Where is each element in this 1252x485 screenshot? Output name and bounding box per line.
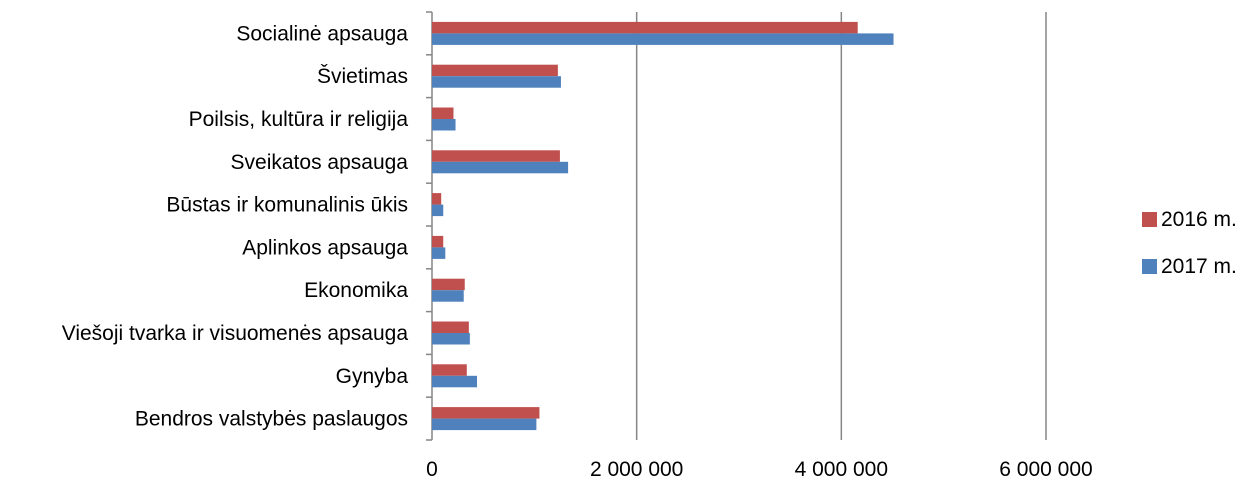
bar-2017-5 xyxy=(432,247,446,259)
legend-label-0: 2016 m. xyxy=(1161,208,1237,231)
bar-2016-1 xyxy=(432,64,558,77)
bar-2017-6 xyxy=(432,290,464,302)
x-tick-label-3: 6 000 000 xyxy=(999,458,1092,481)
bar-2016-3 xyxy=(432,150,560,162)
category-label-5: Aplinkos apsauga xyxy=(242,236,408,259)
bar-2017-3 xyxy=(432,161,569,174)
legend-label-1: 2017 m. xyxy=(1161,255,1237,278)
bar-2017-7 xyxy=(432,333,470,345)
bar-2016-8 xyxy=(432,364,467,376)
bar-2017-8 xyxy=(432,375,478,388)
bar-2017-0 xyxy=(432,33,894,45)
legend-swatch-0 xyxy=(1142,212,1157,227)
x-tick-label-0: 0 xyxy=(426,458,438,481)
bar-2017-9 xyxy=(432,418,537,431)
category-label-7: Viešoji tvarka ir visuomenės apsauga xyxy=(62,322,409,345)
bar-2016-6 xyxy=(432,278,465,291)
bar-2016-5 xyxy=(432,235,444,248)
category-label-3: Sveikatos apsauga xyxy=(231,151,409,174)
bar-2016-2 xyxy=(432,107,454,119)
x-tick-label-2: 4 000 000 xyxy=(795,458,888,481)
category-label-2: Poilsis, kultūra ir religija xyxy=(189,108,409,131)
category-label-1: Švietimas xyxy=(317,65,408,88)
category-label-8: Gynyba xyxy=(336,365,409,388)
legend-swatch-1 xyxy=(1142,259,1157,274)
bar-2016-7 xyxy=(432,321,469,333)
bar-2017-1 xyxy=(432,76,561,88)
category-label-6: Ekonomika xyxy=(304,279,408,302)
x-tick-label-1: 2 000 000 xyxy=(590,458,683,481)
bar-2016-4 xyxy=(432,193,442,205)
bar-2017-4 xyxy=(432,204,444,217)
category-label-9: Bendros valstybės paslaugos xyxy=(135,408,408,431)
category-label-4: Būstas ir komunalinis ūkis xyxy=(166,194,408,217)
category-label-0: Socialinė apsauga xyxy=(236,22,408,45)
bar-2017-2 xyxy=(432,119,456,131)
bar-2016-9 xyxy=(432,407,540,419)
bar-2016-0 xyxy=(432,21,858,34)
